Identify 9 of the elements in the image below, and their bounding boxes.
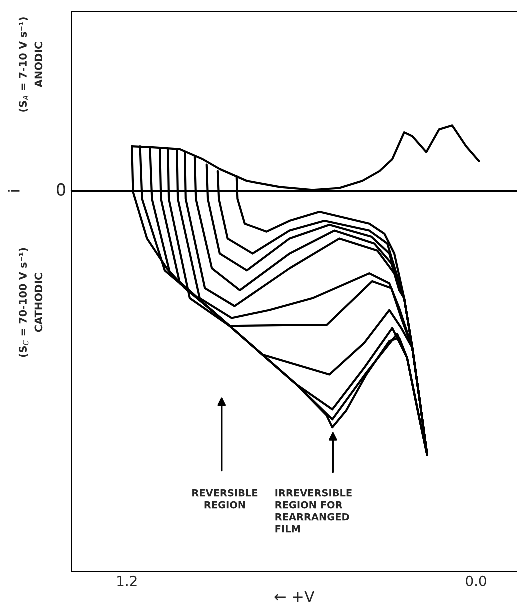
x-axis-title: ← +V bbox=[274, 590, 315, 602]
x-tick-label: 0.0 bbox=[466, 576, 486, 586]
x-tick-label: 1.2 bbox=[118, 576, 137, 586]
y-axis-title: i bbox=[8, 190, 20, 192]
ref-line-label: 0 bbox=[57, 183, 66, 196]
text: REVERSIBLE REGION bbox=[192, 489, 258, 509]
text: (S$_{C}$ = 70-100 V s⁻¹) CATHODIC bbox=[18, 248, 43, 358]
text: (S$_{A}$ = 7-10 V s⁻¹) ANODIC bbox=[18, 18, 43, 112]
text: IRREVERSIBLE REGION FOR REARRANGED FILM bbox=[276, 489, 352, 533]
